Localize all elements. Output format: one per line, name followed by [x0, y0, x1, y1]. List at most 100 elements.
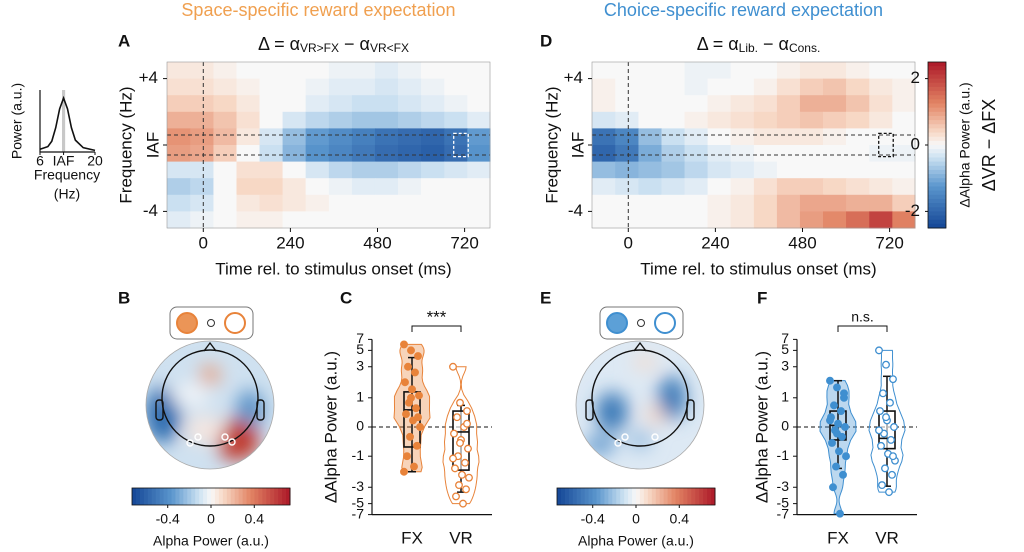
- colorbar-step: [155, 488, 161, 505]
- heatmap-cell: [236, 211, 261, 229]
- data-point: [465, 473, 473, 482]
- heatmap-cell: [328, 62, 353, 80]
- x-axis-label: Frequency: [34, 167, 100, 183]
- heatmap-cell: [822, 194, 847, 212]
- heatmap-cell: [328, 211, 353, 229]
- heatmap-cell: [259, 161, 284, 179]
- data-point: [414, 413, 422, 422]
- y-tick-label: -1: [352, 447, 365, 463]
- data-point: [841, 423, 849, 431]
- heatmap-cell: [236, 78, 261, 96]
- significance-bracket: [411, 325, 462, 332]
- heatmap-cell: [397, 145, 422, 163]
- heatmap-cell: [305, 95, 330, 113]
- heatmap-cell: [351, 95, 376, 113]
- heatmap-cell: [213, 78, 237, 96]
- colorbar-step: [286, 488, 291, 505]
- heatmap-cell: [259, 194, 284, 212]
- heatmap-cell: [259, 78, 284, 96]
- panel-letter: E: [540, 288, 551, 307]
- colorbar-step: [620, 488, 625, 505]
- roi-box: [453, 132, 469, 158]
- heatmap-cell: [684, 62, 709, 80]
- heatmap-cell: [467, 194, 491, 212]
- heatmap-cell: [822, 62, 847, 80]
- heatmap-cell: [259, 111, 284, 129]
- heatmap-cell: [730, 128, 755, 146]
- heatmap-cell: [444, 211, 468, 229]
- y-tick-label: -5: [352, 494, 365, 510]
- colorbar-tick-label: 0: [632, 511, 640, 527]
- x-tick-label: FX: [401, 528, 423, 547]
- data-point: [461, 458, 469, 467]
- heatmap-cell: [707, 78, 732, 96]
- colorbar-step: [238, 488, 244, 505]
- colorbar-step: [584, 488, 590, 505]
- data-point: [449, 454, 457, 463]
- y-tick-label: +4: [139, 68, 158, 87]
- colorbar-step: [675, 488, 680, 505]
- heatmap-cell: [213, 211, 237, 229]
- heatmap-cell: [753, 211, 778, 229]
- heatmap-cell: [374, 194, 399, 212]
- heatmap-cell: [684, 78, 709, 96]
- y-tick-label: 3: [356, 357, 364, 373]
- data-point: [876, 407, 884, 416]
- data-point: [462, 485, 470, 494]
- data-point: [414, 352, 422, 360]
- heatmap-cell: [467, 111, 491, 129]
- heatmap-cell: [892, 211, 916, 229]
- heatmap-cell: [444, 95, 468, 113]
- colorbar-step: [195, 488, 200, 505]
- colorbar-step: [203, 488, 208, 505]
- y-tick-label: 0: [356, 418, 364, 434]
- heatmap-cell: [236, 161, 261, 179]
- heatmap-cell: [869, 194, 893, 212]
- heatmap-cell: [822, 111, 847, 129]
- data-point: [449, 362, 457, 371]
- colorbar-step: [171, 488, 176, 505]
- heatmap-cell: [282, 145, 307, 163]
- data-point: [400, 467, 408, 476]
- data-point: [886, 398, 894, 407]
- axes: [39, 90, 95, 153]
- heatmap-cell: [776, 161, 801, 179]
- data-point: [407, 393, 415, 402]
- colorbar-step: [159, 488, 165, 505]
- heatmap-cell: [236, 128, 261, 146]
- heatmap-cell: [684, 128, 709, 146]
- heatmap-cell: [236, 145, 261, 163]
- y-tick-label: -7: [777, 505, 790, 521]
- heatmap-cell: [213, 128, 237, 146]
- data-point: [836, 509, 844, 518]
- colorbar-step: [557, 488, 562, 505]
- heatmap-cell: [822, 145, 847, 163]
- colorbar-step: [928, 103, 946, 109]
- colorbar-step: [222, 488, 228, 505]
- heatmap-cell: [397, 78, 422, 96]
- heatmap-cell: [615, 95, 639, 113]
- data-point: [837, 407, 845, 416]
- heatmap-cell: [213, 111, 237, 129]
- heatmap-cell: [799, 178, 824, 196]
- x-tick-label: IAF: [53, 153, 75, 169]
- heatmap-cell: [846, 111, 870, 129]
- heatmap-cell: [753, 194, 778, 212]
- colorbar-step: [572, 488, 578, 505]
- significance-label: n.s.: [851, 309, 874, 325]
- data-point: [450, 429, 458, 438]
- heatmap-cell: [190, 62, 214, 80]
- heatmap-cell: [213, 178, 237, 196]
- colorbar-step: [175, 488, 180, 505]
- heatmap-cell: [638, 128, 662, 146]
- heatmap-cell: [167, 161, 191, 179]
- colorbar-step: [687, 488, 692, 505]
- y-axis-label: Frequency (Hz): [542, 86, 561, 203]
- heatmap-cell: [213, 145, 237, 163]
- colorbar-step: [278, 488, 283, 505]
- colorbar-step: [560, 488, 566, 505]
- x-tick-label: 6: [36, 153, 44, 169]
- heatmap-cell: [328, 78, 353, 96]
- heatmap-cell: [638, 161, 662, 179]
- heatmap-cell: [374, 211, 399, 229]
